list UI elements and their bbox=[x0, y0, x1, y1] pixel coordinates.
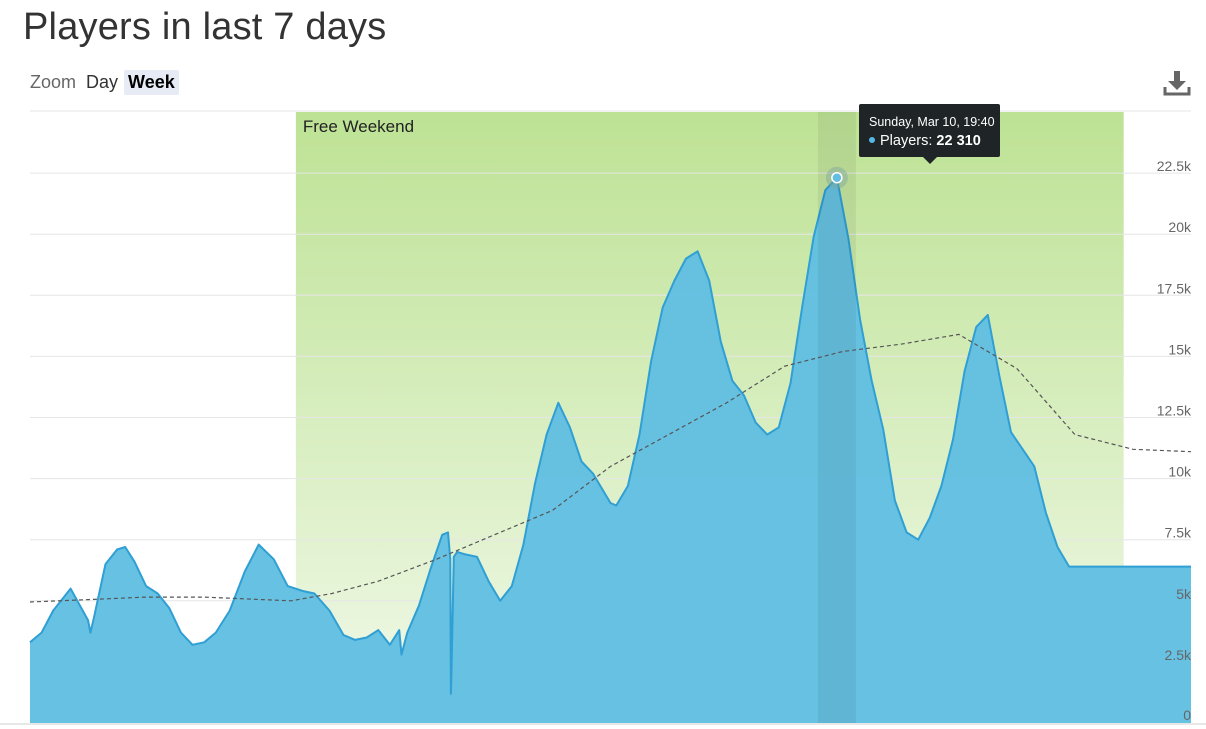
y-tick-label: 0 bbox=[1183, 707, 1191, 723]
tooltip-row: Players: 22 310 bbox=[869, 132, 1000, 150]
tooltip-series-dot bbox=[869, 137, 875, 144]
y-tick-label: 17.5k bbox=[1157, 280, 1192, 296]
download-icon bbox=[1163, 71, 1191, 96]
y-tick-label: 10k bbox=[1168, 464, 1192, 480]
zoom-bar: Zoom Day Week bbox=[30, 69, 181, 95]
download-button[interactable] bbox=[1162, 68, 1192, 98]
players-area bbox=[30, 177, 1191, 723]
y-tick-label: 2.5k bbox=[1165, 647, 1192, 663]
zoom-day-button[interactable]: Day bbox=[86, 71, 119, 92]
average-line bbox=[29, 333, 1192, 603]
y-tick-label: 12.5k bbox=[1157, 403, 1192, 419]
players-line bbox=[29, 176, 1191, 695]
y-tick-label: 20k bbox=[1168, 219, 1192, 235]
free-weekend-label: Free Weekend bbox=[303, 117, 414, 136]
tooltip-date: Sunday, Mar 10, 19:40 bbox=[869, 115, 995, 129]
zoom-label: Zoom bbox=[30, 71, 77, 92]
tooltip: Sunday, Mar 10, 19:40 Players: 22 310 bbox=[859, 104, 1000, 164]
tooltip-label: Players: bbox=[880, 133, 933, 149]
peak-point bbox=[831, 171, 843, 184]
hover-column bbox=[817, 112, 856, 723]
tooltip-arrow bbox=[923, 157, 937, 164]
y-tick-label: 22.5k bbox=[1157, 158, 1192, 174]
y-tick-label: 5k bbox=[1176, 586, 1192, 602]
y-tick-label: 15k bbox=[1168, 341, 1192, 357]
zoom-week-button[interactable]: Week bbox=[124, 69, 179, 95]
chart-title: Players in last 7 days bbox=[23, 6, 387, 48]
tooltip-value: 22 310 bbox=[936, 133, 981, 149]
y-tick-label: 7.5k bbox=[1165, 525, 1192, 541]
